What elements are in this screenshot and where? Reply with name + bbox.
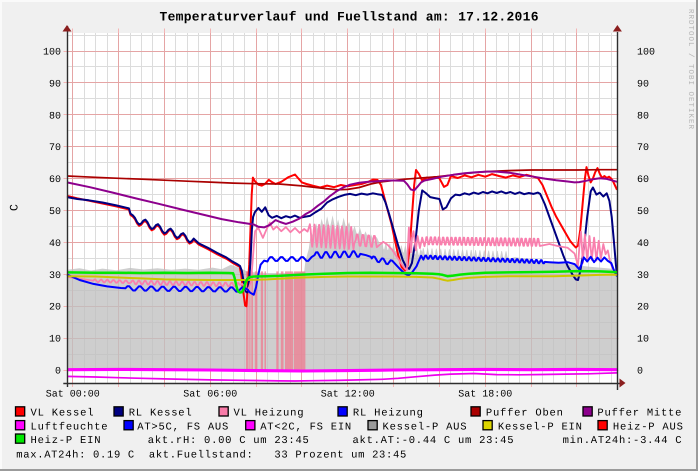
svg-text:90: 90 <box>637 79 649 90</box>
svg-text:RL Heizung: RL Heizung <box>353 408 423 420</box>
svg-text:0: 0 <box>55 367 61 378</box>
svg-text:60: 60 <box>49 175 61 186</box>
svg-text:Kessel-P EIN: Kessel-P EIN <box>498 422 582 434</box>
svg-text:10: 10 <box>637 335 649 346</box>
svg-text:70: 70 <box>49 143 61 154</box>
svg-text:100: 100 <box>637 48 655 59</box>
svg-text:70: 70 <box>637 143 649 154</box>
svg-text:90: 90 <box>49 79 61 90</box>
svg-text:60: 60 <box>637 175 649 186</box>
svg-text:10: 10 <box>49 335 61 346</box>
svg-text:20: 20 <box>49 303 61 314</box>
svg-text:Puffer Mitte: Puffer Mitte <box>597 408 681 420</box>
svg-text:Heiz-P AUS: Heiz-P AUS <box>613 422 683 434</box>
svg-text:Heiz-P EIN: Heiz-P EIN <box>31 435 101 447</box>
svg-text:akt.AT:-0.44 C um 23:45: akt.AT:-0.44 C um 23:45 <box>353 435 514 447</box>
svg-text:Temperaturverlauf und Fuellsta: Temperaturverlauf und Fuellstand am: 17.… <box>160 10 539 25</box>
svg-text:50: 50 <box>637 207 649 218</box>
svg-text:40: 40 <box>637 239 649 250</box>
svg-text:Sat 06:00: Sat 06:00 <box>183 390 237 401</box>
svg-text:Sat 00:00: Sat 00:00 <box>46 390 100 401</box>
svg-text:VL Heizung: VL Heizung <box>234 408 304 420</box>
svg-text:Kessel-P AUS: Kessel-P AUS <box>383 422 467 434</box>
svg-text:C: C <box>8 204 21 211</box>
svg-text:akt.rH: 0.00 C um 23:45: akt.rH: 0.00 C um 23:45 <box>148 435 309 447</box>
svg-text:max.AT24h: 0.19 C akt.Fuellst: max.AT24h: 0.19 C akt.Fuellstand: 33 Pro… <box>16 449 406 461</box>
svg-text:40: 40 <box>49 239 61 250</box>
svg-text:AT>5C, FS AUS: AT>5C, FS AUS <box>137 422 228 434</box>
svg-text:Sat 18:00: Sat 18:00 <box>458 390 512 401</box>
svg-text:30: 30 <box>49 271 61 282</box>
svg-text:20: 20 <box>637 303 649 314</box>
svg-text:80: 80 <box>637 111 649 122</box>
svg-text:50: 50 <box>49 207 61 218</box>
svg-text:VL Kessel: VL Kessel <box>31 408 94 420</box>
svg-text:0: 0 <box>637 367 643 378</box>
svg-text:Sat 12:00: Sat 12:00 <box>321 390 375 401</box>
svg-text:100: 100 <box>43 48 61 59</box>
svg-text:min.AT24h:-3.44 C: min.AT24h:-3.44 C <box>563 435 682 447</box>
svg-text:80: 80 <box>49 111 61 122</box>
svg-text:RL Kessel: RL Kessel <box>129 408 192 420</box>
svg-text:AT<2C, FS EIN: AT<2C, FS EIN <box>260 422 351 434</box>
svg-text:30: 30 <box>637 271 649 282</box>
svg-text:Luftfeuchte: Luftfeuchte <box>31 422 108 434</box>
svg-text:RRDTOOL / TOBI OETIKER: RRDTOOL / TOBI OETIKER <box>686 9 695 129</box>
svg-text:Puffer Oben: Puffer Oben <box>486 408 563 420</box>
